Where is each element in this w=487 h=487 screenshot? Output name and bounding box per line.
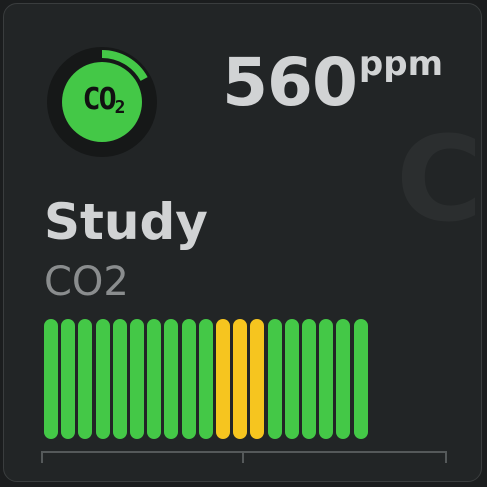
history-bar — [353, 319, 368, 439]
history-bar — [61, 319, 76, 439]
history-bar — [44, 319, 58, 439]
history-axis — [41, 451, 447, 465]
history-bar — [130, 319, 144, 439]
history-bar — [250, 319, 265, 439]
reading-unit: ppm — [358, 44, 443, 84]
history-bar — [233, 319, 248, 439]
history-bar — [267, 319, 282, 439]
reading-value: 560 — [222, 44, 358, 121]
history-bar — [112, 319, 127, 439]
history-bar — [181, 319, 196, 439]
history-bar — [147, 319, 162, 439]
axis-tick-start — [41, 451, 43, 463]
sensor-type: CO2 — [44, 259, 129, 305]
co2-watermark: CO — [396, 110, 481, 248]
axis-tick-end — [445, 451, 447, 463]
history-bar — [336, 319, 351, 439]
history-bar — [198, 319, 213, 439]
co2-icon: CO2 — [74, 85, 134, 117]
history-bar — [319, 319, 334, 439]
axis-tick-middle — [242, 451, 244, 463]
history-bar — [78, 319, 93, 439]
history-bar — [95, 319, 110, 439]
co2-gauge — [41, 41, 163, 163]
history-bar — [302, 319, 316, 439]
reading: 560ppm — [222, 44, 443, 116]
history-bar — [216, 319, 230, 439]
history-bars — [41, 319, 371, 439]
history-bar — [164, 319, 179, 439]
co2-icon-sub: 2 — [114, 97, 126, 118]
history-bar — [284, 319, 299, 439]
co2-sensor-card[interactable]: CO CO2 560ppm Study CO2 — [3, 3, 482, 482]
room-name: Study — [44, 193, 208, 251]
co2-icon-main: CO — [82, 82, 117, 117]
